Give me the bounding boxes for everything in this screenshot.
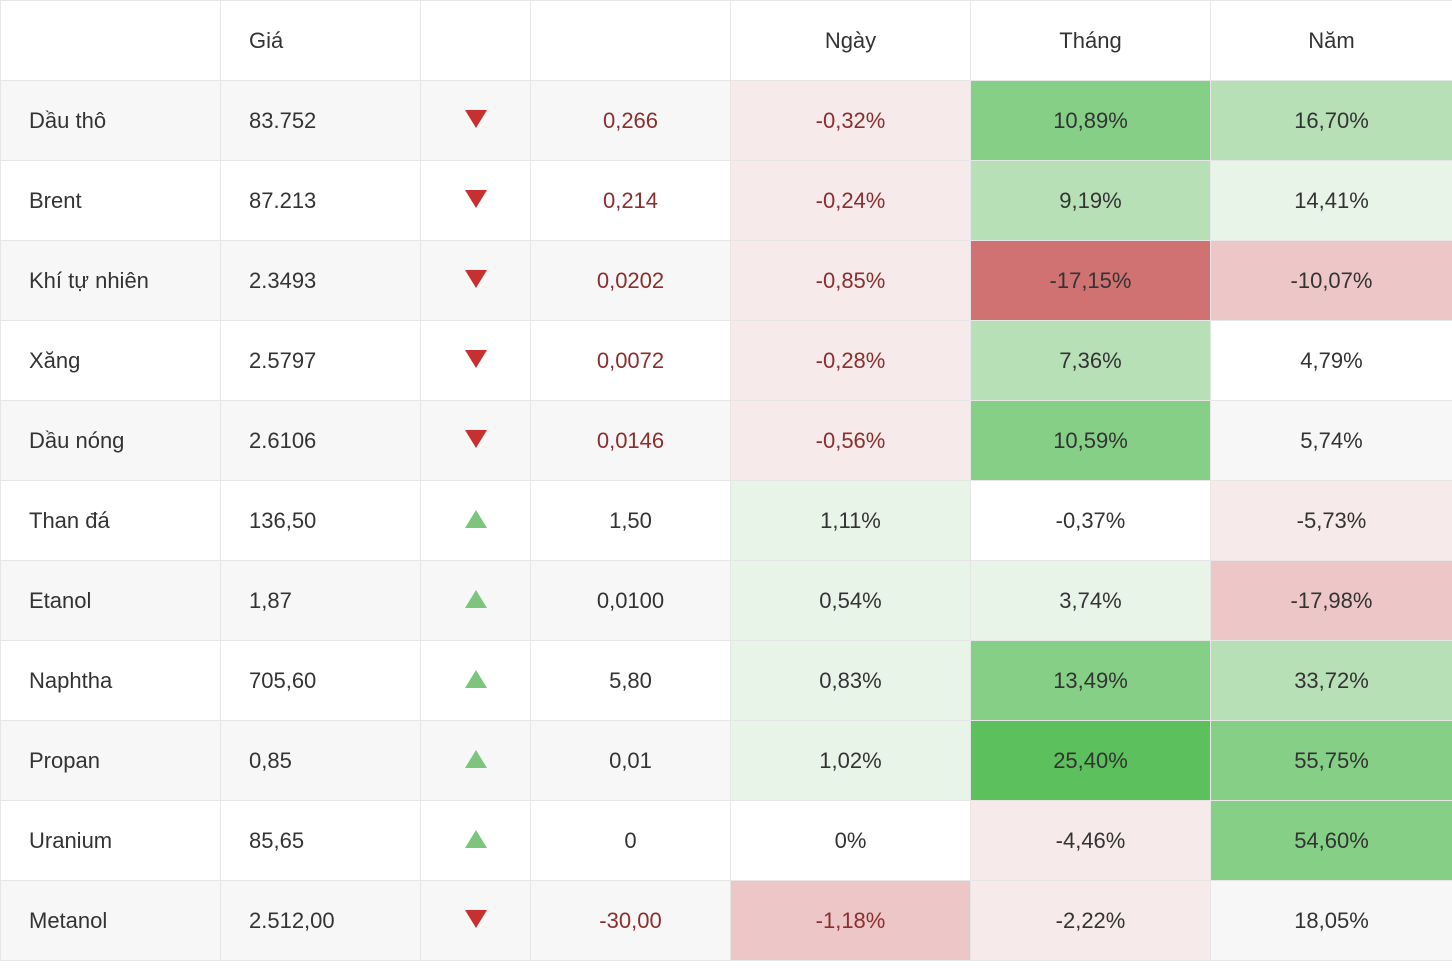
price-cell: 1,87 bbox=[221, 561, 421, 641]
day-pct-cell: 1,02% bbox=[731, 721, 971, 801]
commodity-name[interactable]: Uranium bbox=[1, 801, 221, 881]
arrow-up-icon bbox=[421, 561, 531, 641]
day-pct-cell: -0,32% bbox=[731, 81, 971, 161]
year-pct-cell: -17,98% bbox=[1211, 561, 1452, 641]
change-cell: 0 bbox=[531, 801, 731, 881]
commodity-name[interactable]: Than đá bbox=[1, 481, 221, 561]
arrow-down-icon bbox=[421, 881, 531, 961]
col-header-arrow bbox=[421, 1, 531, 81]
table-row[interactable]: Khí tự nhiên2.3493 0,0202-0,85%-17,15%-10… bbox=[1, 241, 1452, 321]
commodity-name[interactable]: Dầu nóng bbox=[1, 401, 221, 481]
price-cell: 85,65 bbox=[221, 801, 421, 881]
price-cell: 136,50 bbox=[221, 481, 421, 561]
commodity-name[interactable]: Khí tự nhiên bbox=[1, 241, 221, 321]
change-cell: 0,214 bbox=[531, 161, 731, 241]
change-cell: 0,0202 bbox=[531, 241, 731, 321]
commodity-name[interactable]: Naphtha bbox=[1, 641, 221, 721]
month-pct-cell: 10,89% bbox=[971, 81, 1211, 161]
table-row[interactable]: Propan0,85 0,011,02%25,40%55,75% bbox=[1, 721, 1452, 801]
day-pct-cell: 1,11% bbox=[731, 481, 971, 561]
month-pct-cell: 3,74% bbox=[971, 561, 1211, 641]
change-cell: 0,0100 bbox=[531, 561, 731, 641]
table-row[interactable]: Than đá136,50 1,501,11%-0,37%-5,73% bbox=[1, 481, 1452, 561]
table-row[interactable]: Dầu thô83.752 0,266-0,32%10,89%16,70% bbox=[1, 81, 1452, 161]
price-cell: 705,60 bbox=[221, 641, 421, 721]
change-cell: 0,266 bbox=[531, 81, 731, 161]
month-pct-cell: 25,40% bbox=[971, 721, 1211, 801]
change-cell: -30,00 bbox=[531, 881, 731, 961]
change-cell: 1,50 bbox=[531, 481, 731, 561]
year-pct-cell: 54,60% bbox=[1211, 801, 1452, 881]
year-pct-cell: -5,73% bbox=[1211, 481, 1452, 561]
day-pct-cell: -0,85% bbox=[731, 241, 971, 321]
commodity-name[interactable]: Metanol bbox=[1, 881, 221, 961]
col-header-price[interactable]: Giá bbox=[221, 1, 421, 81]
price-cell: 2.6106 bbox=[221, 401, 421, 481]
commodity-name[interactable]: Dầu thô bbox=[1, 81, 221, 161]
table-row[interactable]: Uranium85,65 00%-4,46%54,60% bbox=[1, 801, 1452, 881]
price-cell: 87.213 bbox=[221, 161, 421, 241]
year-pct-cell: 5,74% bbox=[1211, 401, 1452, 481]
arrow-up-icon bbox=[421, 801, 531, 881]
day-pct-cell: 0,54% bbox=[731, 561, 971, 641]
table-row[interactable]: Brent87.213 0,214-0,24%9,19%14,41% bbox=[1, 161, 1452, 241]
arrow-up-icon bbox=[421, 721, 531, 801]
month-pct-cell: -4,46% bbox=[971, 801, 1211, 881]
arrow-down-icon bbox=[421, 401, 531, 481]
day-pct-cell: -0,28% bbox=[731, 321, 971, 401]
month-pct-cell: 9,19% bbox=[971, 161, 1211, 241]
arrow-up-icon bbox=[421, 481, 531, 561]
arrow-up-icon bbox=[421, 641, 531, 721]
year-pct-cell: 4,79% bbox=[1211, 321, 1452, 401]
table-row[interactable]: Xăng2.5797 0,0072-0,28%7,36%4,79% bbox=[1, 321, 1452, 401]
commodity-name[interactable]: Xăng bbox=[1, 321, 221, 401]
month-pct-cell: 13,49% bbox=[971, 641, 1211, 721]
month-pct-cell: -2,22% bbox=[971, 881, 1211, 961]
col-header-change bbox=[531, 1, 731, 81]
day-pct-cell: -1,18% bbox=[731, 881, 971, 961]
month-pct-cell: -0,37% bbox=[971, 481, 1211, 561]
change-cell: 5,80 bbox=[531, 641, 731, 721]
arrow-down-icon bbox=[421, 161, 531, 241]
year-pct-cell: 18,05% bbox=[1211, 881, 1452, 961]
commodity-name[interactable]: Brent bbox=[1, 161, 221, 241]
price-cell: 83.752 bbox=[221, 81, 421, 161]
col-header-name[interactable] bbox=[1, 1, 221, 81]
year-pct-cell: -10,07% bbox=[1211, 241, 1452, 321]
month-pct-cell: 10,59% bbox=[971, 401, 1211, 481]
header-row: Giá Ngày Tháng Năm bbox=[1, 1, 1452, 81]
table-row[interactable]: Etanol1,87 0,01000,54%3,74%-17,98% bbox=[1, 561, 1452, 641]
year-pct-cell: 33,72% bbox=[1211, 641, 1452, 721]
day-pct-cell: -0,56% bbox=[731, 401, 971, 481]
change-cell: 0,0072 bbox=[531, 321, 731, 401]
day-pct-cell: -0,24% bbox=[731, 161, 971, 241]
col-header-day[interactable]: Ngày bbox=[731, 1, 971, 81]
month-pct-cell: -17,15% bbox=[971, 241, 1211, 321]
price-cell: 2.5797 bbox=[221, 321, 421, 401]
commodity-name[interactable]: Etanol bbox=[1, 561, 221, 641]
day-pct-cell: 0,83% bbox=[731, 641, 971, 721]
day-pct-cell: 0% bbox=[731, 801, 971, 881]
month-pct-cell: 7,36% bbox=[971, 321, 1211, 401]
arrow-down-icon bbox=[421, 321, 531, 401]
arrow-down-icon bbox=[421, 81, 531, 161]
table-row[interactable]: Naphtha705,60 5,800,83%13,49%33,72% bbox=[1, 641, 1452, 721]
commodity-name[interactable]: Propan bbox=[1, 721, 221, 801]
col-header-month[interactable]: Tháng bbox=[971, 1, 1211, 81]
arrow-down-icon bbox=[421, 241, 531, 321]
col-header-year[interactable]: Năm bbox=[1211, 1, 1452, 81]
year-pct-cell: 55,75% bbox=[1211, 721, 1452, 801]
table-row[interactable]: Metanol2.512,00 -30,00-1,18%-2,22%18,05% bbox=[1, 881, 1452, 961]
price-cell: 0,85 bbox=[221, 721, 421, 801]
price-cell: 2.3493 bbox=[221, 241, 421, 321]
commodities-table: Giá Ngày Tháng Năm Dầu thô83.7520,266-0,… bbox=[0, 0, 1452, 961]
table-row[interactable]: Dầu nóng2.6106 0,0146-0,56%10,59%5,74% bbox=[1, 401, 1452, 481]
year-pct-cell: 14,41% bbox=[1211, 161, 1452, 241]
change-cell: 0,01 bbox=[531, 721, 731, 801]
price-cell: 2.512,00 bbox=[221, 881, 421, 961]
year-pct-cell: 16,70% bbox=[1211, 81, 1452, 161]
change-cell: 0,0146 bbox=[531, 401, 731, 481]
